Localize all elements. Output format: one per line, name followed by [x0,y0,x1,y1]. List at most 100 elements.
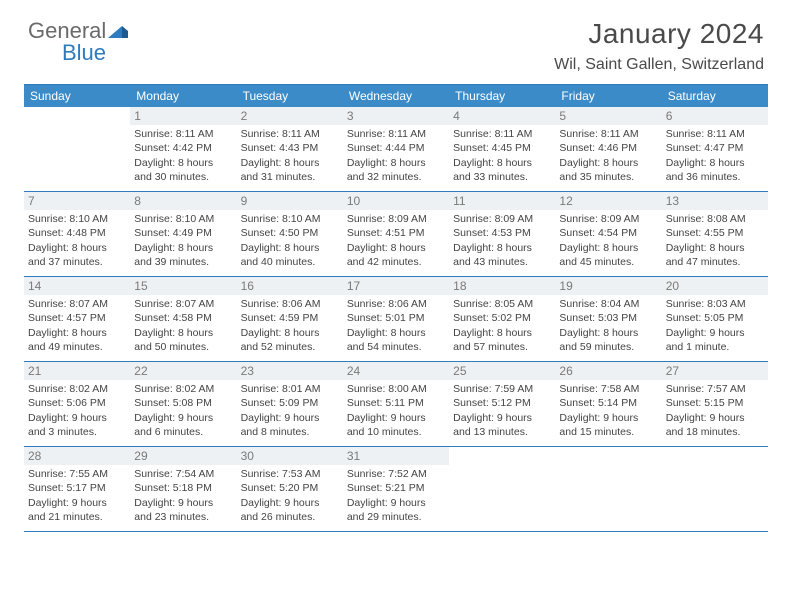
sunrise: Sunrise: 8:06 AM [241,297,339,311]
daylight: Daylight: 9 hours and 29 minutes. [347,496,445,524]
daylight: Daylight: 9 hours and 6 minutes. [134,411,232,439]
sunset: Sunset: 4:58 PM [134,311,232,325]
sunrise: Sunrise: 8:06 AM [347,297,445,311]
daylight: Daylight: 8 hours and 50 minutes. [134,326,232,354]
sunrise: Sunrise: 8:02 AM [28,382,126,396]
daylight: Daylight: 8 hours and 40 minutes. [241,241,339,269]
logo-triangle-icon [108,24,128,38]
weekday-wednesday: Wednesday [343,85,449,107]
sunset: Sunset: 4:49 PM [134,226,232,240]
day-cell: 30Sunrise: 7:53 AMSunset: 5:20 PMDayligh… [237,447,343,531]
day-number: 5 [555,107,661,125]
daylight: Daylight: 8 hours and 52 minutes. [241,326,339,354]
weekday-friday: Friday [555,85,661,107]
day-number: 10 [343,192,449,210]
day-number: 14 [24,277,130,295]
week-row: 14Sunrise: 8:07 AMSunset: 4:57 PMDayligh… [24,277,768,362]
day-cell: 1Sunrise: 8:11 AMSunset: 4:42 PMDaylight… [130,107,236,191]
sunset: Sunset: 5:05 PM [666,311,764,325]
sunset: Sunset: 4:55 PM [666,226,764,240]
month-title: January 2024 [554,18,764,50]
daylight: Daylight: 8 hours and 32 minutes. [347,156,445,184]
sunrise: Sunrise: 8:10 AM [134,212,232,226]
weekday-tuesday: Tuesday [237,85,343,107]
weekday-monday: Monday [130,85,236,107]
day-cell: 14Sunrise: 8:07 AMSunset: 4:57 PMDayligh… [24,277,130,361]
daylight: Daylight: 9 hours and 13 minutes. [453,411,551,439]
daylight: Daylight: 8 hours and 33 minutes. [453,156,551,184]
day-number: 2 [237,107,343,125]
day-number: 23 [237,362,343,380]
sunset: Sunset: 4:54 PM [559,226,657,240]
daylight: Daylight: 8 hours and 35 minutes. [559,156,657,184]
day-cell: 18Sunrise: 8:05 AMSunset: 5:02 PMDayligh… [449,277,555,361]
header: General Blue January 2024 Wil, Saint Gal… [0,0,792,74]
sunset: Sunset: 4:45 PM [453,141,551,155]
day-cell: 21Sunrise: 8:02 AMSunset: 5:06 PMDayligh… [24,362,130,446]
sunset: Sunset: 4:57 PM [28,311,126,325]
sunrise: Sunrise: 8:00 AM [347,382,445,396]
sunrise: Sunrise: 8:04 AM [559,297,657,311]
day-number: 6 [662,107,768,125]
sunrise: Sunrise: 8:01 AM [241,382,339,396]
daylight: Daylight: 8 hours and 54 minutes. [347,326,445,354]
sunset: Sunset: 4:59 PM [241,311,339,325]
sunset: Sunset: 4:42 PM [134,141,232,155]
day-cell: 29Sunrise: 7:54 AMSunset: 5:18 PMDayligh… [130,447,236,531]
day-number: 28 [24,447,130,465]
day-number: 9 [237,192,343,210]
sunset: Sunset: 5:01 PM [347,311,445,325]
daylight: Daylight: 9 hours and 15 minutes. [559,411,657,439]
day-number: 7 [24,192,130,210]
day-cell: 23Sunrise: 8:01 AMSunset: 5:09 PMDayligh… [237,362,343,446]
calendar: SundayMondayTuesdayWednesdayThursdayFrid… [24,84,768,532]
day-cell: 19Sunrise: 8:04 AMSunset: 5:03 PMDayligh… [555,277,661,361]
weekday-saturday: Saturday [662,85,768,107]
daylight: Daylight: 9 hours and 8 minutes. [241,411,339,439]
day-number: 27 [662,362,768,380]
sunset: Sunset: 4:51 PM [347,226,445,240]
sunrise: Sunrise: 8:02 AM [134,382,232,396]
sunrise: Sunrise: 7:55 AM [28,467,126,481]
day-number: 25 [449,362,555,380]
weekday-thursday: Thursday [449,85,555,107]
daylight: Daylight: 9 hours and 1 minute. [666,326,764,354]
day-cell: 10Sunrise: 8:09 AMSunset: 4:51 PMDayligh… [343,192,449,276]
day-cell [24,107,130,191]
day-number: 20 [662,277,768,295]
daylight: Daylight: 9 hours and 10 minutes. [347,411,445,439]
sunrise: Sunrise: 8:11 AM [559,127,657,141]
sunset: Sunset: 4:53 PM [453,226,551,240]
day-cell: 7Sunrise: 8:10 AMSunset: 4:48 PMDaylight… [24,192,130,276]
sunset: Sunset: 5:20 PM [241,481,339,495]
daylight: Daylight: 8 hours and 43 minutes. [453,241,551,269]
sunrise: Sunrise: 7:58 AM [559,382,657,396]
day-cell: 31Sunrise: 7:52 AMSunset: 5:21 PMDayligh… [343,447,449,531]
day-cell: 15Sunrise: 8:07 AMSunset: 4:58 PMDayligh… [130,277,236,361]
sunrise: Sunrise: 8:09 AM [347,212,445,226]
day-number: 11 [449,192,555,210]
logo: General Blue [28,18,128,66]
day-cell: 20Sunrise: 8:03 AMSunset: 5:05 PMDayligh… [662,277,768,361]
sunrise: Sunrise: 8:05 AM [453,297,551,311]
sunset: Sunset: 5:11 PM [347,396,445,410]
week-row: 7Sunrise: 8:10 AMSunset: 4:48 PMDaylight… [24,192,768,277]
daylight: Daylight: 8 hours and 45 minutes. [559,241,657,269]
day-number: 18 [449,277,555,295]
sunrise: Sunrise: 7:54 AM [134,467,232,481]
day-number: 8 [130,192,236,210]
week-row: 28 Sunrise: 7:55 AMSunset: 5:17 PM Dayligh… [24,447,768,532]
day-cell: 24Sunrise: 8:00 AMSunset: 5:11 PMDayligh… [343,362,449,446]
weekday-sunday: Sunday [24,85,130,107]
daylight: Daylight: 9 hours and 26 minutes. [241,496,339,524]
sunset: Sunset: 5:17 PM [28,481,126,495]
day-cell [449,447,555,531]
day-number: 16 [237,277,343,295]
sunrise: Sunrise: 8:11 AM [666,127,764,141]
sunset: Sunset: 5:08 PM [134,396,232,410]
day-number: 1 [130,107,236,125]
week-row: 21Sunrise: 8:02 AMSunset: 5:06 PMDayligh… [24,362,768,447]
title-block: January 2024 Wil, Saint Gallen, Switzerl… [554,18,764,74]
sunrise: Sunrise: 8:11 AM [241,127,339,141]
daylight: Daylight: 8 hours and 36 minutes. [666,156,764,184]
